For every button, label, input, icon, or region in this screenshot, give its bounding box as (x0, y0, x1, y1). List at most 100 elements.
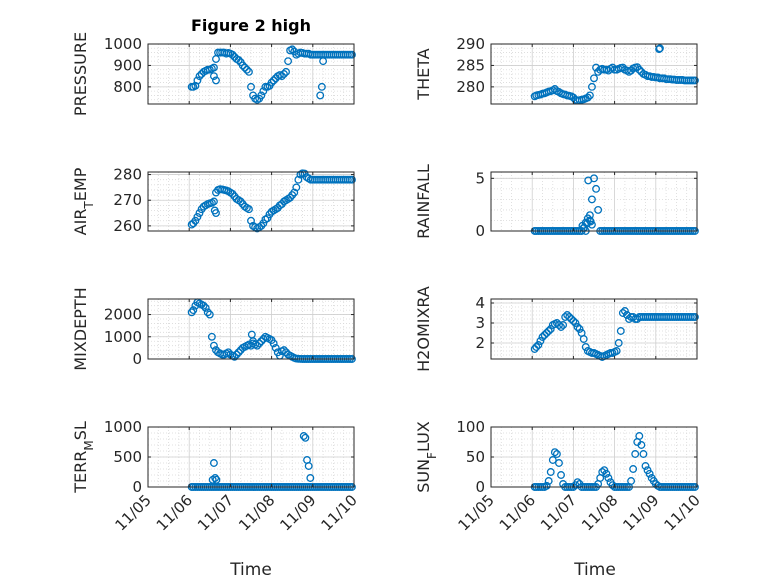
data-point (247, 216, 255, 225)
y-tick-label: 1000 (104, 418, 142, 436)
data-point (234, 348, 243, 357)
data-point (655, 45, 664, 54)
data-point (550, 448, 559, 457)
data-point (277, 72, 286, 81)
axes-box (147, 43, 355, 105)
y-axis-label: SUNFLUX (414, 421, 439, 493)
data-point (316, 91, 325, 100)
data-point (187, 308, 196, 317)
y-tick-label: 2000 (104, 306, 142, 324)
data-point (604, 474, 613, 482)
x-tick-label: 11/08 (235, 491, 278, 534)
y-axis-label: TERRMSL (71, 421, 96, 494)
data-point (639, 450, 648, 458)
data-point (319, 57, 328, 66)
data-point (618, 309, 627, 317)
data-point (532, 343, 541, 351)
x-tick-label: 11/09 (276, 491, 319, 534)
y-axis-label: H2OMIXRA (414, 286, 433, 372)
data-point (280, 70, 288, 78)
data-point (290, 188, 299, 197)
data-point (228, 50, 237, 59)
data-point (238, 61, 247, 70)
y-axis-label: THETA (414, 48, 433, 100)
data-point (544, 327, 553, 335)
x-tick-label: 11/06 (496, 491, 539, 534)
data-point (620, 307, 629, 315)
data-point (301, 433, 310, 442)
data-point (587, 195, 596, 204)
data-point (538, 333, 547, 341)
panel-pressure: 800 900 1000 PRESSURE (71, 32, 356, 116)
data-point (563, 311, 572, 319)
x-tick-label: 11/07 (537, 491, 580, 534)
data-point (269, 339, 278, 348)
x-tick-label: 11/07 (194, 491, 237, 534)
data-point (612, 347, 621, 355)
data-point (546, 468, 555, 476)
axes-box (490, 171, 698, 232)
data-point (199, 301, 208, 310)
data-point (212, 475, 221, 484)
data-point (242, 65, 251, 74)
panel-theta: 280 285 290 THETA (414, 35, 699, 105)
y-tick-label: 0 (132, 478, 142, 496)
panel-air_temp: 260 270 280 AIRTEMP (71, 166, 356, 235)
data-point (573, 478, 582, 487)
data-point (598, 468, 607, 476)
data-point (635, 432, 644, 440)
data-point (193, 76, 202, 85)
data-point (557, 323, 565, 331)
x-tick-label: 11/08 (578, 491, 621, 534)
axes-box (490, 298, 698, 360)
x-tick-label: 11/05 (455, 491, 498, 534)
data-point (573, 323, 582, 331)
y-tick-label: 0 (475, 222, 485, 240)
data-point (253, 341, 262, 350)
y-tick-label: 0 (475, 478, 485, 496)
data-point (565, 313, 574, 321)
data-point (542, 329, 551, 337)
data-point (602, 469, 611, 478)
panel-rainfall: 0 5 RAINFALL (414, 164, 699, 240)
data-point (282, 67, 290, 76)
y-tick-label: 280 (456, 78, 485, 96)
data-point (284, 57, 293, 66)
data-point (575, 325, 584, 333)
y-tick-label: 260 (113, 217, 142, 235)
y-tick-label: 0 (132, 350, 142, 368)
data-point (655, 44, 664, 53)
data-point (257, 91, 266, 100)
data-point (690, 313, 699, 321)
y-tick-label: 3 (475, 314, 485, 332)
y-axis-label: AIRTEMP (71, 167, 96, 235)
data-point (637, 441, 646, 449)
data-point (559, 321, 568, 329)
data-point (569, 317, 578, 325)
data-point (571, 319, 580, 327)
axes-box (147, 298, 355, 360)
data-point (544, 477, 553, 485)
data-point (548, 456, 557, 464)
data-point (267, 78, 276, 87)
y-tick-label: 800 (113, 78, 142, 96)
data-point (244, 67, 253, 76)
data-point (317, 82, 326, 91)
y-tick-label: 900 (113, 56, 142, 74)
data-point (592, 184, 601, 193)
data-point (304, 462, 313, 470)
data-point (193, 212, 202, 221)
x-axis-label-right: Time (573, 560, 616, 580)
data-point (207, 332, 216, 341)
data-point (212, 209, 220, 217)
data-point (555, 321, 563, 329)
data-point (294, 175, 303, 184)
data-point (616, 327, 625, 335)
y-tick-label: 500 (113, 448, 142, 466)
data-point (581, 343, 590, 351)
data-point (690, 76, 699, 85)
data-point (627, 477, 636, 485)
data-point (191, 216, 200, 225)
data-point (631, 450, 640, 458)
